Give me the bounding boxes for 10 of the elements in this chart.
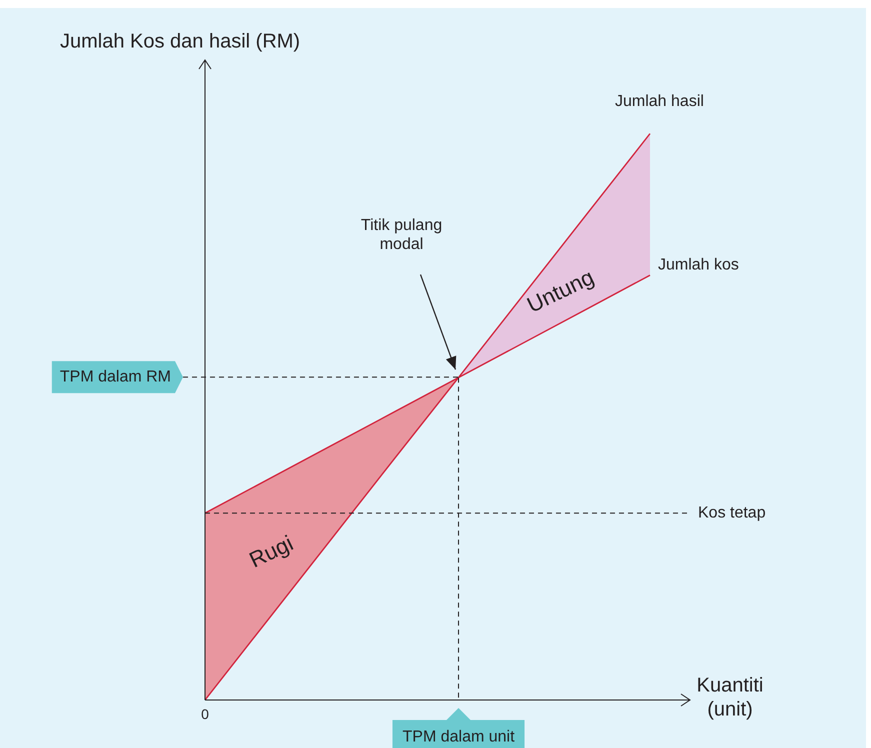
series-label: Jumlah kos	[658, 256, 739, 274]
x-axis-title: Kuantiti (unit)	[696, 674, 764, 721]
text: TPM dalam unit	[402, 728, 515, 746]
annotation: Rugi	[245, 530, 297, 573]
ref-line-label: Kos tetap	[698, 504, 766, 522]
text: Jumlah hasil	[615, 93, 704, 110]
annotation: Titik pulang modal	[360, 216, 442, 254]
ref-line-label: TPM dalam RM	[60, 368, 171, 386]
y-axis-title: Jumlah Kos dan hasil (RM)	[60, 30, 300, 53]
text: 0	[201, 706, 210, 722]
